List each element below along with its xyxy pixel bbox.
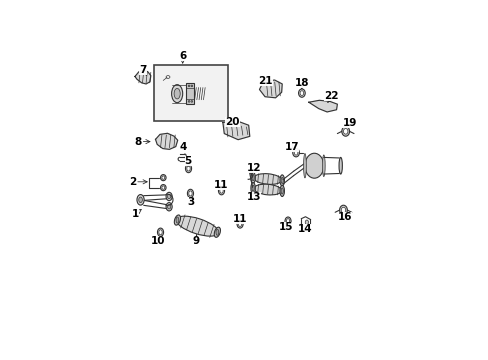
Ellipse shape <box>253 174 281 184</box>
Ellipse shape <box>281 188 283 194</box>
Ellipse shape <box>285 217 290 225</box>
Ellipse shape <box>298 89 305 97</box>
Ellipse shape <box>281 177 283 184</box>
Ellipse shape <box>218 186 224 195</box>
Polygon shape <box>155 133 177 149</box>
Text: 1: 1 <box>132 209 141 219</box>
Ellipse shape <box>322 155 325 176</box>
Ellipse shape <box>160 185 166 191</box>
Ellipse shape <box>220 188 223 193</box>
Ellipse shape <box>250 183 255 194</box>
Ellipse shape <box>188 191 192 196</box>
Ellipse shape <box>187 189 193 198</box>
Text: 14: 14 <box>298 224 312 234</box>
Ellipse shape <box>305 153 323 178</box>
Ellipse shape <box>280 175 284 186</box>
Ellipse shape <box>251 175 254 181</box>
Ellipse shape <box>174 89 180 99</box>
Text: 11: 11 <box>232 214 247 224</box>
Text: 12: 12 <box>246 163 261 174</box>
Ellipse shape <box>139 197 142 203</box>
Ellipse shape <box>280 185 284 197</box>
Ellipse shape <box>305 220 308 225</box>
Ellipse shape <box>294 150 297 155</box>
Text: 6: 6 <box>179 51 186 63</box>
Ellipse shape <box>166 192 172 201</box>
Text: 17: 17 <box>284 142 298 152</box>
Ellipse shape <box>160 175 166 181</box>
Ellipse shape <box>185 164 191 173</box>
Bar <box>186 83 194 104</box>
Ellipse shape <box>338 157 342 174</box>
Ellipse shape <box>292 149 299 157</box>
Ellipse shape <box>237 220 243 228</box>
Ellipse shape <box>171 85 183 103</box>
Ellipse shape <box>300 91 303 95</box>
Text: 8: 8 <box>135 136 150 147</box>
Ellipse shape <box>191 100 192 102</box>
Ellipse shape <box>250 172 255 183</box>
Ellipse shape <box>137 194 144 205</box>
Ellipse shape <box>167 194 170 199</box>
Ellipse shape <box>166 203 172 211</box>
Text: 13: 13 <box>246 192 261 202</box>
Ellipse shape <box>157 228 163 237</box>
Polygon shape <box>259 80 282 98</box>
Text: 10: 10 <box>150 236 164 246</box>
Ellipse shape <box>339 205 346 215</box>
Text: 7: 7 <box>139 64 146 76</box>
Text: 11: 11 <box>214 180 228 190</box>
Ellipse shape <box>343 129 347 134</box>
Ellipse shape <box>162 186 164 189</box>
Text: 20: 20 <box>225 117 239 127</box>
Text: 19: 19 <box>342 118 356 128</box>
Ellipse shape <box>186 166 190 171</box>
Polygon shape <box>223 121 249 140</box>
Ellipse shape <box>191 85 192 87</box>
Ellipse shape <box>188 100 189 102</box>
Ellipse shape <box>162 176 164 179</box>
Ellipse shape <box>341 207 345 213</box>
Ellipse shape <box>159 230 162 235</box>
Text: 5: 5 <box>184 156 191 166</box>
Text: 22: 22 <box>324 91 338 103</box>
Bar <box>153 66 228 121</box>
Text: 9: 9 <box>193 235 200 246</box>
Polygon shape <box>308 100 337 112</box>
Text: 21: 21 <box>258 76 273 86</box>
Polygon shape <box>135 70 150 84</box>
Ellipse shape <box>216 229 218 235</box>
Ellipse shape <box>188 85 189 87</box>
Ellipse shape <box>176 216 218 236</box>
Ellipse shape <box>214 227 220 237</box>
Ellipse shape <box>253 184 281 195</box>
Ellipse shape <box>286 219 289 224</box>
Ellipse shape <box>176 217 179 223</box>
Ellipse shape <box>251 185 254 191</box>
Ellipse shape <box>341 126 349 136</box>
Text: 18: 18 <box>294 78 308 89</box>
Text: 15: 15 <box>278 222 293 232</box>
Text: 16: 16 <box>337 212 351 222</box>
Ellipse shape <box>174 215 180 225</box>
Text: 3: 3 <box>186 197 194 207</box>
Ellipse shape <box>238 221 241 226</box>
Ellipse shape <box>167 204 170 209</box>
Ellipse shape <box>303 153 305 178</box>
Text: 2: 2 <box>129 177 147 187</box>
Text: 4: 4 <box>179 142 186 152</box>
